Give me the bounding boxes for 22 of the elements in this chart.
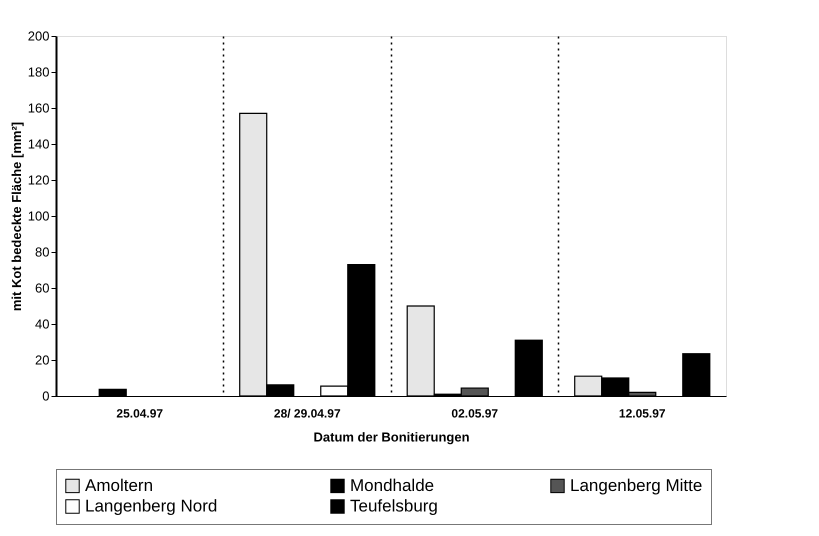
legend-label: Langenberg Nord bbox=[85, 496, 218, 516]
y-axis-title: mit Kot bedeckte Fläche [mm²] bbox=[8, 122, 24, 312]
y-tick-label: 40 bbox=[35, 316, 50, 332]
y-tick-label: 0 bbox=[42, 388, 50, 404]
y-tick-label: 180 bbox=[28, 64, 50, 80]
y-tick-label: 60 bbox=[35, 280, 50, 296]
x-tick-label: 25.04.97 bbox=[116, 406, 164, 420]
legend-label: Amoltern bbox=[85, 476, 154, 495]
legend-label: Langenberg Mitte bbox=[570, 476, 702, 495]
x-axis-title: Datum der Bonitierungen bbox=[313, 430, 470, 444]
y-tick-label: 20 bbox=[35, 352, 50, 368]
x-tick-label: 02.05.97 bbox=[451, 406, 498, 420]
y-tick-label: 160 bbox=[28, 100, 50, 116]
legend-label: Mondhalde bbox=[350, 476, 434, 495]
y-tick-label: 200 bbox=[28, 28, 50, 44]
y-tick-label: 100 bbox=[28, 208, 50, 224]
y-tick-label: 80 bbox=[35, 244, 50, 260]
x-tick-label: 12.05.97 bbox=[618, 406, 666, 420]
y-tick-label: 140 bbox=[28, 136, 50, 152]
x-tick-label: 28/ 29.04.97 bbox=[274, 406, 341, 420]
legend-label: Teufelsburg bbox=[350, 496, 438, 516]
y-tick-label: 120 bbox=[28, 172, 50, 188]
